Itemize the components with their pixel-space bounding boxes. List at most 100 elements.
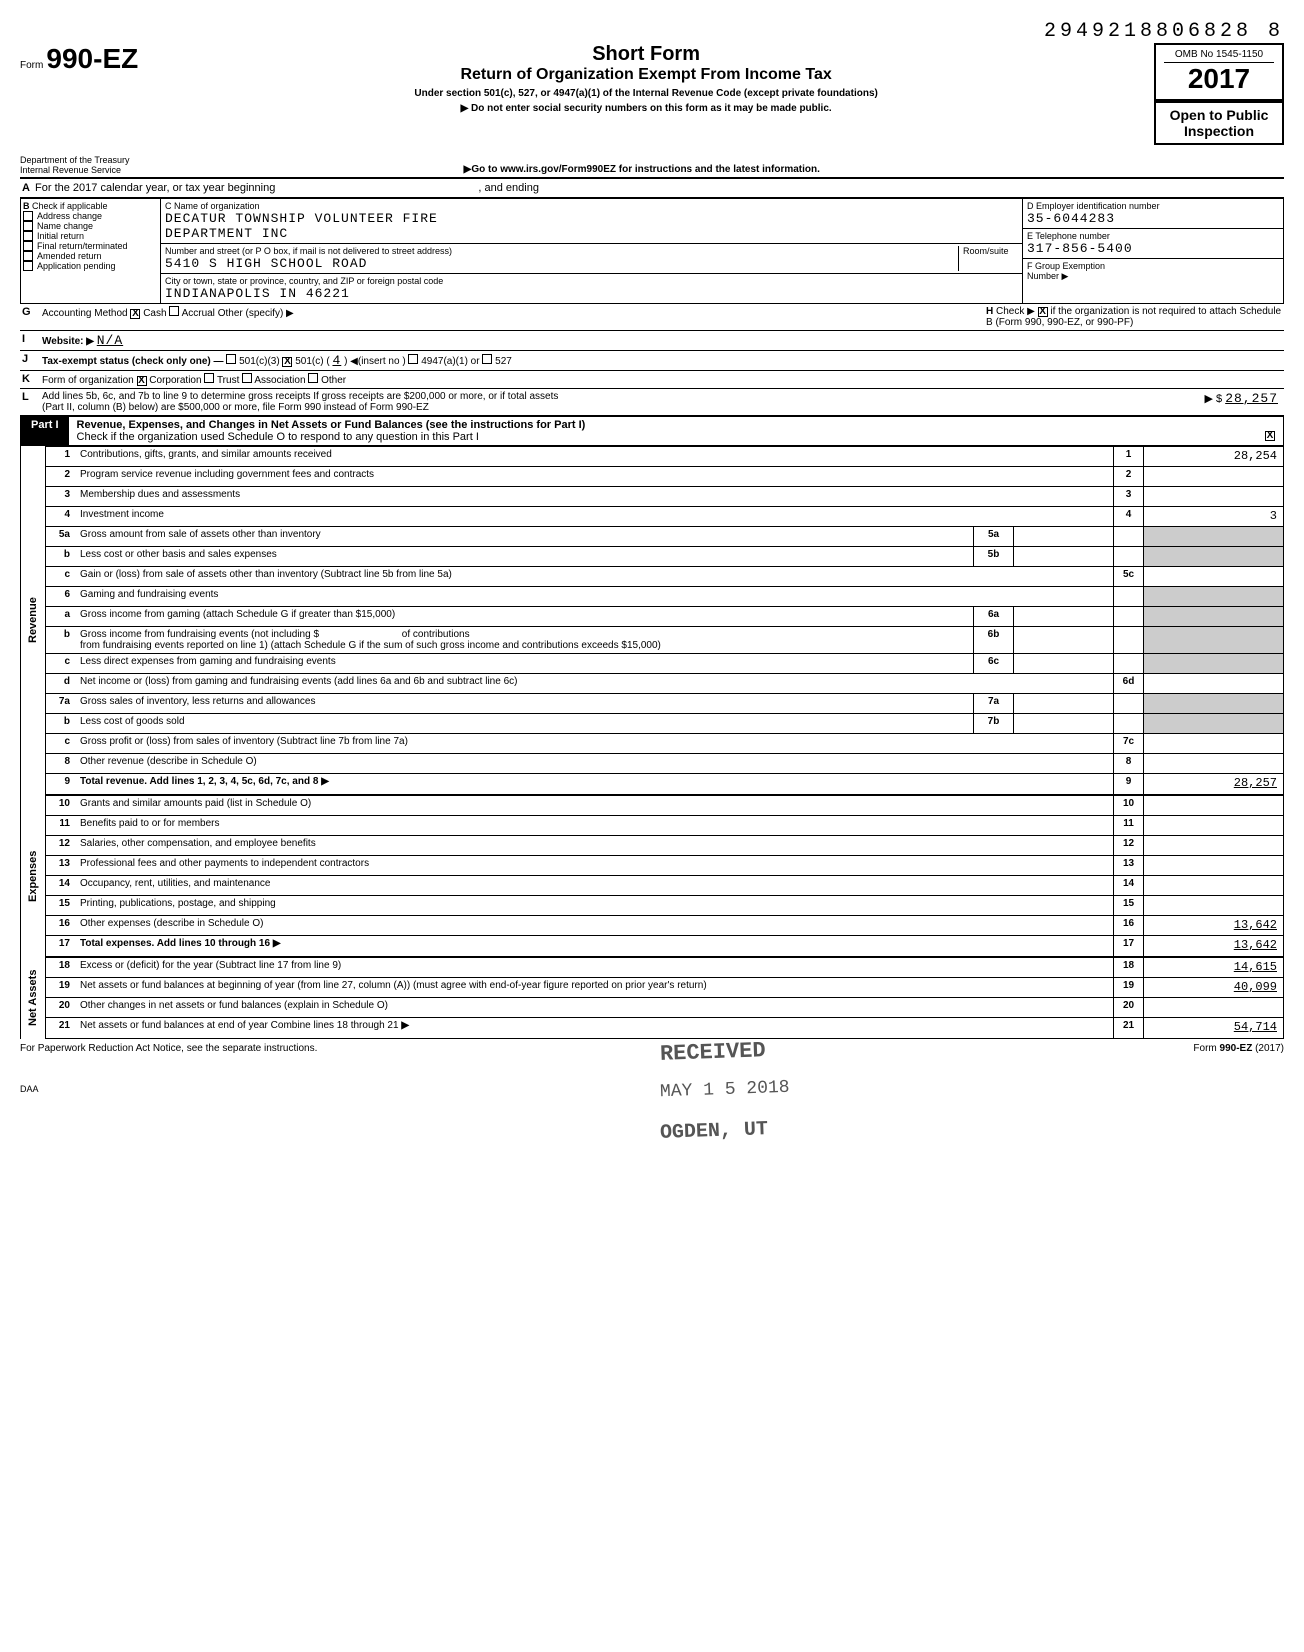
- footer-right: Form 990-EZ (2017): [1193, 1043, 1284, 1054]
- k-letter: K: [20, 371, 40, 388]
- f-label: F Group Exemption: [1027, 261, 1279, 271]
- line19-amt: 40,099: [1143, 978, 1283, 997]
- line8-desc: Other revenue (describe in Schedule O): [76, 754, 1113, 773]
- revenue-body: 1Contributions, gifts, grants, and simil…: [45, 446, 1284, 795]
- netassets-body: 18Excess or (deficit) for the year (Subt…: [45, 957, 1284, 1039]
- line3-desc: Membership dues and assessments: [76, 487, 1113, 506]
- line-g-h: G Accounting Method Cash Accrual Other (…: [20, 304, 1284, 331]
- title-sub: Return of Organization Exempt From Incom…: [158, 66, 1134, 84]
- line5c-desc: Gain or (loss) from sale of assets other…: [76, 567, 1113, 586]
- line4-desc: Investment income: [76, 507, 1113, 526]
- checkbox-527[interactable]: [482, 354, 492, 364]
- line6a-desc: Gross income from gaming (attach Schedul…: [76, 607, 973, 626]
- checkbox-name-change[interactable]: [23, 221, 33, 231]
- dln-number: 2949218806828 8: [20, 20, 1284, 43]
- j-insert: 4: [332, 353, 341, 368]
- j-label: Tax-exempt status (check only one) —: [42, 356, 224, 367]
- line19-desc: Net assets or fund balances at beginning…: [76, 978, 1113, 997]
- phone: 317-856-5400: [1027, 241, 1279, 256]
- checkbox-4947[interactable]: [408, 354, 418, 364]
- checkbox-cash[interactable]: [130, 309, 140, 319]
- footer-right-pre: Form: [1193, 1043, 1219, 1054]
- label-addr: Address change: [37, 211, 102, 221]
- line5b-desc: Less cost or other basis and sales expen…: [76, 547, 973, 566]
- line5a-desc: Gross amount from sale of assets other t…: [76, 527, 973, 546]
- checkbox-trust[interactable]: [204, 373, 214, 383]
- checkbox-501c[interactable]: [282, 357, 292, 367]
- l6b-post: from fundraising events reported on line…: [80, 640, 661, 651]
- dept-row: Department of the Treasury Internal Reve…: [20, 155, 1284, 179]
- line12-amt: [1143, 836, 1283, 855]
- checkbox-address-change[interactable]: [23, 211, 33, 221]
- room-label: Room/suite: [958, 246, 1018, 271]
- j-501c3: 501(c)(3): [239, 356, 280, 367]
- line15-desc: Printing, publications, postage, and shi…: [76, 896, 1113, 915]
- line2-amt: [1143, 467, 1283, 486]
- title-note2: ▶ Do not enter social security numbers o…: [158, 103, 1134, 114]
- h-content: H Check ▶ if the organization is not req…: [984, 304, 1284, 330]
- line6d-desc: Net income or (loss) from gaming and fun…: [76, 674, 1113, 693]
- l-content: Add lines 5b, 6c, and 7b to line 9 to de…: [40, 389, 1084, 415]
- checkbox-h[interactable]: [1038, 307, 1048, 317]
- footer-right-year: (2017): [1252, 1043, 1284, 1054]
- checkbox-initial-return[interactable]: [23, 231, 33, 241]
- i-val: N/A: [97, 333, 123, 348]
- k-content: Form of organization Corporation Trust A…: [40, 371, 1284, 388]
- line18-amt: 14,615: [1143, 958, 1283, 977]
- l6b-pre: Gross income from fundraising events (no…: [80, 629, 319, 640]
- form-number-section: Form 990-EZ: [20, 43, 138, 75]
- side-revenue: Revenue: [20, 446, 45, 795]
- j-insert-suffix: ) ◀(insert no ): [344, 356, 406, 367]
- d-cell: D Employer identification number 35-6044…: [1023, 199, 1283, 229]
- org-info-block: B Check if applicable Address change Nam…: [20, 198, 1284, 304]
- g-content: Accounting Method Cash Accrual Other (sp…: [40, 304, 984, 330]
- line-i: I Website: ▶ N/A: [20, 331, 1284, 351]
- form-container: 2949218806828 8 Form 990-EZ Short Form R…: [20, 20, 1284, 1094]
- line-l: L Add lines 5b, 6c, and 7b to line 9 to …: [20, 389, 1284, 416]
- form-prefix: Form: [20, 60, 43, 71]
- addr-cell: Number and street (or P O box, if mail i…: [161, 244, 1022, 274]
- checkbox-app-pending[interactable]: [23, 261, 33, 271]
- l-arrow: ▶ $: [1204, 393, 1222, 405]
- i-content: Website: ▶ N/A: [40, 331, 1284, 350]
- col-b-checkboxes: B Check if applicable Address change Nam…: [21, 199, 161, 303]
- line7c-amt: [1143, 734, 1283, 753]
- label-app: Application pending: [37, 261, 116, 271]
- netassets-section: Net Assets 18Excess or (deficit) for the…: [20, 957, 1284, 1039]
- l-text2: (Part II, column (B) below) are $500,000…: [42, 402, 429, 413]
- line14-amt: [1143, 876, 1283, 895]
- checkbox-corp[interactable]: [137, 376, 147, 386]
- line7b-desc: Less cost of goods sold: [76, 714, 973, 733]
- inspection-line2: Inspection: [1164, 123, 1274, 139]
- line3-amt: [1143, 487, 1283, 506]
- g-cash: Cash: [143, 308, 166, 319]
- line-a: A For the 2017 calendar year, or tax yea…: [20, 179, 1284, 198]
- line9-desc: Total revenue. Add lines 1, 2, 3, 4, 5c,…: [80, 776, 318, 787]
- k-corp: Corporation: [149, 375, 201, 386]
- part1-sub: Check if the organization used Schedule …: [77, 431, 479, 443]
- checkbox-501c3[interactable]: [226, 354, 236, 364]
- part1-header-row: Part I Revenue, Expenses, and Changes in…: [20, 416, 1284, 446]
- checkbox-accrual[interactable]: [169, 306, 179, 316]
- d-label: D Employer identification number: [1027, 201, 1279, 211]
- stamp-date: MAY 1 5 2018: [660, 1078, 790, 1103]
- dept-line2: Internal Revenue Service: [20, 165, 130, 175]
- line1-amt: 28,254: [1143, 447, 1283, 466]
- g-label: Accounting Method: [42, 308, 128, 319]
- inspection-line1: Open to Public: [1164, 107, 1274, 123]
- line8-amt: [1143, 754, 1283, 773]
- line18-desc: Excess or (deficit) for the year (Subtra…: [76, 958, 1113, 977]
- title-note1: Under section 501(c), 527, or 4947(a)(1)…: [158, 88, 1134, 99]
- line11-desc: Benefits paid to or for members: [76, 816, 1113, 835]
- checkbox-assoc[interactable]: [242, 373, 252, 383]
- revenue-section: Revenue 1Contributions, gifts, grants, a…: [20, 446, 1284, 795]
- l6b-mid: of contributions: [402, 629, 470, 640]
- j-letter: J: [20, 351, 40, 370]
- l-amount: 28,257: [1225, 391, 1278, 406]
- omb-number: OMB No 1545-1150: [1164, 49, 1274, 63]
- checkbox-schedule-o[interactable]: [1265, 431, 1275, 441]
- checkbox-other-form[interactable]: [308, 373, 318, 383]
- checkbox-final-return[interactable]: [23, 241, 33, 251]
- checkbox-amended-return[interactable]: [23, 251, 33, 261]
- line12-desc: Salaries, other compensation, and employ…: [76, 836, 1113, 855]
